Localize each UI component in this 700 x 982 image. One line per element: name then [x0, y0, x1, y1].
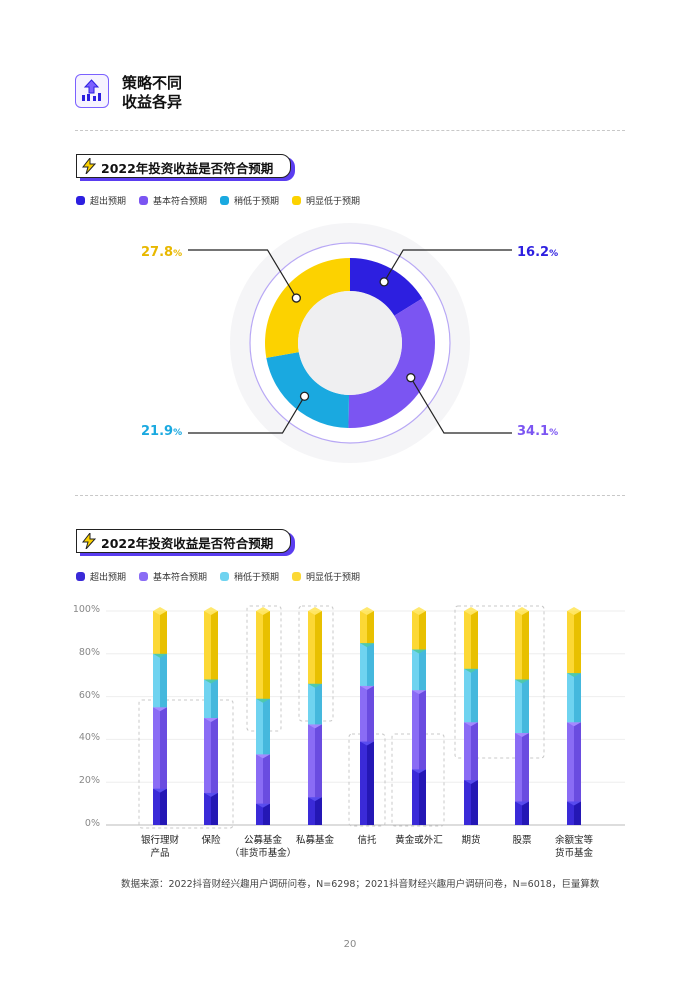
legend-item-below: 明显低于预期	[292, 570, 360, 583]
donut-chart-title: 2022年投资收益是否符合预期	[101, 161, 274, 176]
label-exceed: 16.2%	[517, 245, 559, 260]
x-tick-label: 保险	[201, 835, 221, 846]
donut-slice-below	[265, 258, 350, 358]
bar-chart-title: 2022年投资收益是否符合预期	[101, 536, 274, 551]
bar-segment	[567, 669, 581, 723]
bar-segment	[308, 793, 322, 825]
bar-segment	[412, 607, 426, 650]
bar-segment	[308, 679, 322, 725]
bar-segment	[412, 686, 426, 770]
x-tick-label: 余额宝等 货币基金	[554, 835, 593, 859]
bar-segment	[308, 720, 322, 798]
leader-dot-below	[291, 293, 301, 303]
x-tick-label: 黄金或外汇	[395, 835, 443, 846]
bar-segment	[464, 718, 478, 781]
bar-segment	[412, 645, 426, 691]
title-line-1: 策略不同	[122, 74, 183, 92]
leader-line-meet	[410, 377, 512, 434]
leader-dot-exceed	[379, 277, 389, 287]
legend-item-below: 明显低于预期	[292, 194, 360, 207]
bar-segment	[567, 797, 581, 825]
bar-segment	[360, 639, 374, 686]
title-line-2: 收益各异	[122, 93, 183, 111]
leader-line-slightly	[188, 395, 306, 434]
x-tick-label: 股票	[512, 835, 532, 846]
bar-segment	[256, 750, 270, 804]
y-tick-label: 80%	[78, 646, 100, 658]
bar-segment	[153, 649, 167, 708]
bar-chart-title-tag: 2022年投资收益是否符合预期	[76, 529, 291, 553]
y-tick-label: 0%	[84, 818, 100, 829]
bar-segment	[464, 664, 478, 723]
donut-legend: 超出预期 基本符合预期 稍低于预期 明显低于预期	[76, 193, 373, 207]
label-below: 27.8%	[141, 245, 183, 260]
leader-line-exceed	[383, 249, 512, 283]
bar-segment	[204, 675, 218, 718]
legend-item-meet: 基本符合预期	[139, 194, 207, 207]
divider	[75, 130, 625, 131]
y-tick-label: 60%	[78, 689, 100, 701]
legend-item-meet: 基本符合预期	[139, 570, 207, 583]
chart-up-icon	[75, 74, 109, 108]
highlight-box	[298, 605, 334, 722]
leader-dot-slightly	[299, 391, 310, 401]
donut-slice-exceed	[350, 258, 423, 316]
x-tick-label: 公募基金 （非货币基金）	[229, 835, 297, 859]
bar-segment	[153, 784, 167, 825]
leader-line-below	[188, 249, 297, 299]
donut-slice-slightly	[266, 352, 350, 428]
bar-segment	[256, 607, 270, 699]
data-source: 数据来源：2022抖音财经兴趣用户调研问卷，N=6298；2021抖音财经兴趣用…	[121, 879, 600, 890]
bar-legend: 超出预期 基本符合预期 稍低于预期 明显低于预期	[76, 569, 373, 583]
y-tick-label: 100%	[72, 604, 100, 615]
bar-segment	[360, 681, 374, 742]
legend-item-slightly: 稍低于预期	[220, 570, 279, 583]
lightning-icon	[82, 158, 96, 174]
x-tick-label: 信托	[357, 835, 377, 846]
donut-chart	[188, 223, 512, 463]
bar-segment	[567, 718, 581, 802]
highlight-box	[391, 733, 445, 827]
bar-segment	[256, 694, 270, 755]
bar-segment	[515, 797, 529, 825]
bar-segment	[360, 607, 374, 644]
lightning-icon	[82, 533, 96, 549]
bar-segment	[412, 765, 426, 825]
highlight-box	[454, 605, 545, 759]
highlight-box	[138, 699, 234, 829]
bar-segment	[515, 675, 529, 733]
bar-segment	[515, 728, 529, 802]
bar-segment	[308, 607, 322, 684]
divider	[75, 495, 625, 496]
bar-segment	[515, 607, 529, 680]
x-tick-label: 期货	[461, 835, 481, 846]
page-title: 策略不同 收益各异	[122, 74, 182, 112]
label-meet: 34.1%	[517, 424, 559, 439]
y-tick-label: 40%	[78, 732, 100, 744]
legend-item-exceed: 超出预期	[76, 570, 126, 583]
bar-segment	[464, 607, 478, 669]
legend-item-slightly: 稍低于预期	[220, 194, 279, 207]
bar-segment	[204, 788, 218, 825]
donut-slice-meet	[348, 298, 435, 428]
leader-dot-meet	[406, 373, 416, 383]
donut-chart-title-tag: 2022年投资收益是否符合预期	[76, 154, 291, 178]
stacked-bar-chart	[106, 605, 625, 829]
bar-segment	[567, 607, 581, 674]
legend-item-exceed: 超出预期	[76, 194, 126, 207]
bar-segment	[204, 714, 218, 793]
bar-segment	[204, 607, 218, 680]
x-tick-label: 私募基金	[295, 835, 334, 846]
bar-segment	[153, 607, 167, 654]
page-number: 20	[343, 939, 357, 950]
x-tick-label: 银行理财 产品	[140, 835, 179, 859]
bar-segment	[360, 737, 374, 825]
y-tick-label: 20%	[78, 775, 100, 787]
label-slightly: 21.9%	[141, 424, 183, 439]
bar-segment	[153, 703, 167, 789]
bar-segment	[464, 776, 478, 825]
